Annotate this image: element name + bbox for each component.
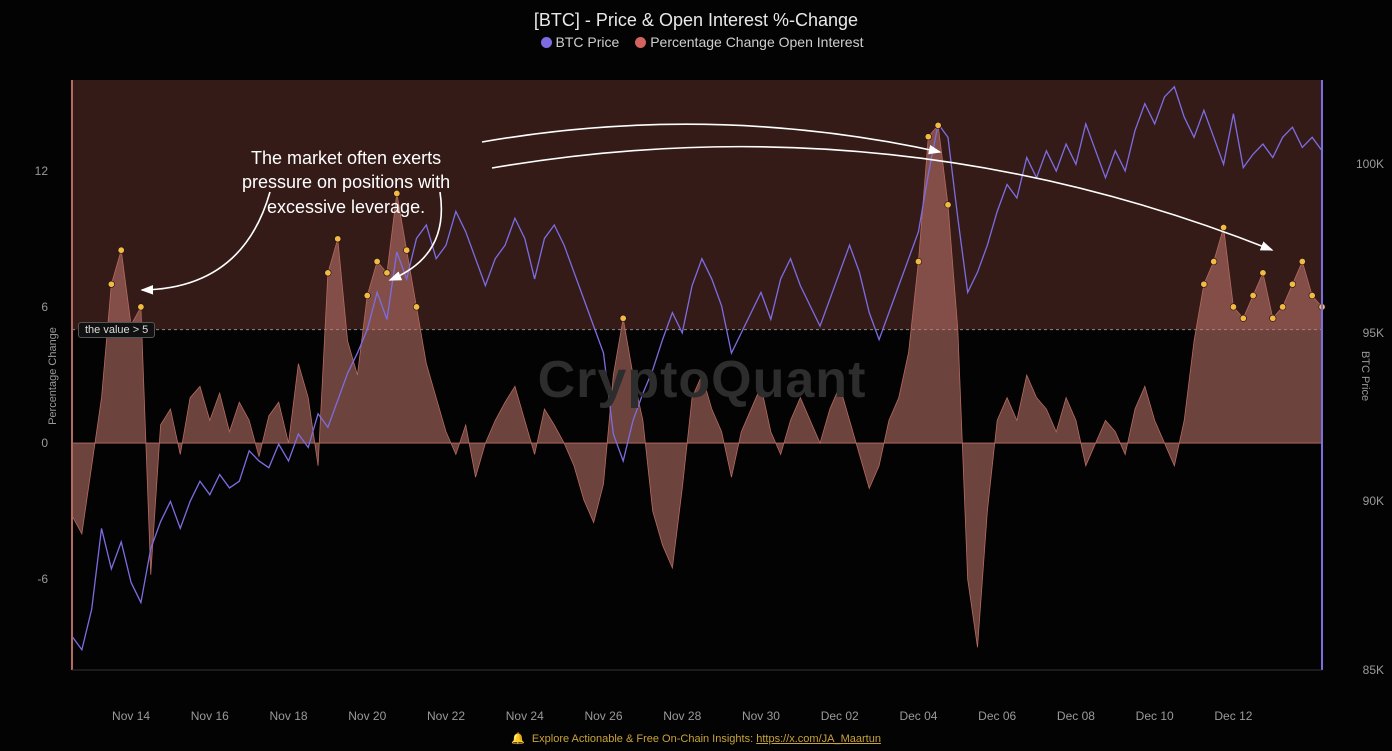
- y-axis-right-label: BTC Price: [1359, 350, 1371, 400]
- footer-link[interactable]: https://x.com/JA_Maartun: [756, 733, 881, 745]
- xtick: Dec 12: [1214, 709, 1252, 723]
- footer: 🔔 Explore Actionable & Free On-Chain Ins…: [0, 732, 1392, 745]
- ytick-right: 100K: [1356, 157, 1384, 171]
- xtick: Nov 16: [191, 709, 229, 723]
- legend: BTC Price Percentage Change Open Interes…: [0, 34, 1392, 50]
- annotation-text: The market often exerts pressure on posi…: [242, 146, 450, 219]
- xtick: Nov 18: [270, 709, 308, 723]
- ytick-right: 90K: [1363, 494, 1384, 508]
- xtick: Nov 30: [742, 709, 780, 723]
- ytick-left: -6: [22, 572, 48, 586]
- xtick: Dec 08: [1057, 709, 1095, 723]
- bell-icon: 🔔: [511, 733, 525, 745]
- xtick: Nov 22: [427, 709, 465, 723]
- xtick: Dec 06: [978, 709, 1016, 723]
- threshold-label: the value > 5: [78, 322, 155, 338]
- chart-title: [BTC] - Price & Open Interest %-Change: [0, 10, 1392, 31]
- ytick-right: 85K: [1363, 663, 1384, 677]
- legend-label-oi: Percentage Change Open Interest: [650, 34, 863, 50]
- ytick-left: 6: [22, 300, 48, 314]
- xtick: Nov 24: [506, 709, 544, 723]
- xtick: Nov 14: [112, 709, 150, 723]
- legend-label-price: BTC Price: [556, 34, 620, 50]
- ytick-right: 95K: [1363, 326, 1384, 340]
- legend-dot-oi: [635, 37, 646, 48]
- xtick: Dec 04: [899, 709, 937, 723]
- xtick: Dec 02: [821, 709, 859, 723]
- xtick: Dec 10: [1136, 709, 1174, 723]
- legend-dot-price: [541, 37, 552, 48]
- xtick: Nov 20: [348, 709, 386, 723]
- footer-text: Explore Actionable & Free On-Chain Insig…: [532, 733, 753, 745]
- xtick: Nov 28: [663, 709, 701, 723]
- xtick: Nov 26: [584, 709, 622, 723]
- ytick-left: 12: [22, 164, 48, 178]
- ytick-left: 0: [22, 436, 48, 450]
